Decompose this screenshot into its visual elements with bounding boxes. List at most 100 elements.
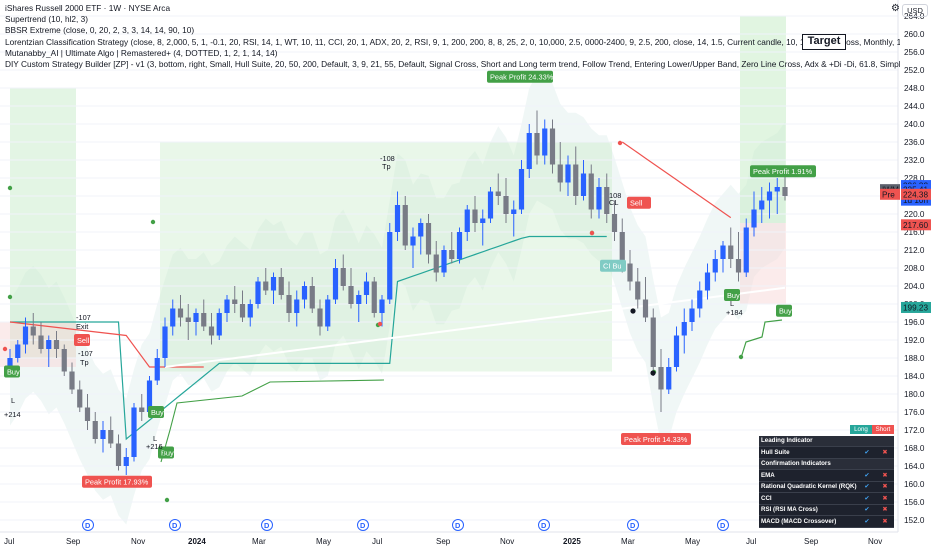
candle-body[interactable]	[286, 295, 292, 313]
candle-body[interactable]	[356, 295, 362, 304]
signal-badge[interactable]	[724, 289, 740, 301]
candle-body[interactable]	[185, 317, 191, 323]
symbol-title[interactable]: iShares Russell 2000 ETF · 1W · NYSE Arc…	[5, 3, 171, 13]
signal-badge[interactable]	[750, 165, 816, 178]
dividend-marker[interactable]	[169, 519, 181, 531]
candle-body[interactable]	[557, 164, 563, 183]
candle-body[interactable]	[526, 133, 532, 169]
candle-body[interactable]	[239, 304, 246, 318]
candle-body[interactable]	[689, 308, 695, 323]
candle-body[interactable]	[735, 259, 742, 273]
candle-body[interactable]	[162, 326, 168, 359]
dividend-marker[interactable]	[717, 519, 729, 531]
candle-body[interactable]	[782, 187, 788, 196]
currency-button[interactable]: USD	[902, 4, 928, 17]
indicator-mutanabby[interactable]: Mutanabby_AI | Ultimate Algo | Remastere…	[5, 47, 278, 58]
candle-body[interactable]	[464, 209, 470, 233]
candle-body[interactable]	[332, 268, 339, 300]
candle-body[interactable]	[697, 290, 703, 309]
candle-body[interactable]	[774, 187, 780, 192]
dividend-marker[interactable]	[538, 519, 550, 531]
candle-body[interactable]	[449, 250, 455, 259]
candle-body[interactable]	[704, 272, 711, 291]
candle-body[interactable]	[596, 187, 602, 210]
candle-body[interactable]	[15, 344, 21, 359]
candle-body[interactable]	[139, 407, 145, 413]
candle-body[interactable]	[588, 173, 594, 210]
candle-body[interactable]	[635, 281, 641, 300]
candle-body[interactable]	[387, 232, 393, 300]
candle-body[interactable]	[38, 335, 44, 350]
candle-body[interactable]	[549, 128, 556, 165]
candle-body[interactable]	[480, 218, 486, 224]
candle-body[interactable]	[534, 133, 540, 156]
dividend-marker[interactable]	[452, 519, 464, 531]
candle-body[interactable]	[759, 200, 765, 210]
signal-badge[interactable]	[82, 475, 152, 488]
candle-body[interactable]	[61, 349, 67, 372]
indicator-lorentzian[interactable]: Lorentzian Classification Strategy (clos…	[5, 36, 900, 47]
candle-body[interactable]	[611, 214, 618, 232]
target-button[interactable]: Target	[802, 34, 846, 50]
candle-body[interactable]	[201, 313, 207, 327]
candle-body[interactable]	[270, 277, 277, 291]
candle-body[interactable]	[22, 326, 29, 345]
indicator-bbsr[interactable]: BBSR Extreme (close, 0, 20, 2, 3, 3, 14,…	[5, 25, 195, 36]
candle-body[interactable]	[766, 191, 773, 201]
candle-body[interactable]	[247, 304, 253, 318]
candle-body[interactable]	[495, 191, 501, 197]
candle-body[interactable]	[441, 250, 447, 273]
candle-body[interactable]	[92, 421, 98, 439]
candle-body[interactable]	[263, 281, 269, 291]
candle-body[interactable]	[619, 232, 625, 264]
candle-body[interactable]	[402, 205, 408, 246]
candle-body[interactable]	[348, 286, 354, 304]
indicator-supertrend[interactable]: Supertrend (10, hl2, 3)	[5, 14, 89, 25]
candle-body[interactable]	[418, 223, 424, 237]
candle-body[interactable]	[394, 205, 401, 232]
candle-body[interactable]	[131, 407, 137, 458]
candle-body[interactable]	[294, 299, 300, 314]
candle-body[interactable]	[115, 443, 122, 467]
candle-body[interactable]	[108, 430, 114, 444]
candle-body[interactable]	[565, 164, 571, 183]
candle-body[interactable]	[69, 371, 75, 390]
candle-body[interactable]	[278, 277, 284, 295]
candle-body[interactable]	[642, 299, 649, 318]
signal-badge[interactable]	[74, 334, 90, 346]
signal-badge[interactable]	[776, 304, 792, 317]
candle-body[interactable]	[712, 259, 718, 273]
candle-body[interactable]	[100, 430, 106, 439]
candle-body[interactable]	[193, 313, 199, 322]
signal-badge[interactable]	[148, 406, 164, 418]
candle-body[interactable]	[340, 268, 346, 286]
candle-body[interactable]	[542, 128, 548, 156]
candle-body[interactable]	[472, 209, 478, 224]
candle-body[interactable]	[84, 407, 91, 422]
candle-body[interactable]	[573, 164, 579, 197]
signal-badge[interactable]	[4, 365, 20, 378]
candle-body[interactable]	[177, 308, 184, 318]
candle-body[interactable]	[487, 191, 494, 219]
candle-body[interactable]	[379, 299, 385, 314]
candle-body[interactable]	[309, 286, 315, 309]
candle-body[interactable]	[208, 326, 215, 336]
dividend-marker[interactable]	[261, 519, 273, 531]
signal-badge[interactable]	[487, 70, 553, 83]
candle-body[interactable]	[658, 367, 664, 390]
candle-body[interactable]	[146, 380, 153, 413]
candle-body[interactable]	[170, 308, 176, 327]
candle-body[interactable]	[456, 232, 463, 259]
candle-body[interactable]	[255, 281, 261, 305]
signal-badge[interactable]	[621, 433, 691, 445]
candle-body[interactable]	[301, 286, 308, 300]
candle-body[interactable]	[627, 263, 633, 282]
candle-body[interactable]	[123, 457, 129, 466]
candle-body[interactable]	[232, 299, 238, 305]
candle-body[interactable]	[673, 335, 680, 368]
candle-body[interactable]	[317, 308, 323, 327]
candle-body[interactable]	[650, 317, 656, 368]
candle-body[interactable]	[410, 236, 416, 246]
indicator-diy-strategy[interactable]: DIY Custom Strategy Builder [ZP] - v1 (3…	[5, 59, 900, 70]
candle-body[interactable]	[154, 358, 160, 381]
